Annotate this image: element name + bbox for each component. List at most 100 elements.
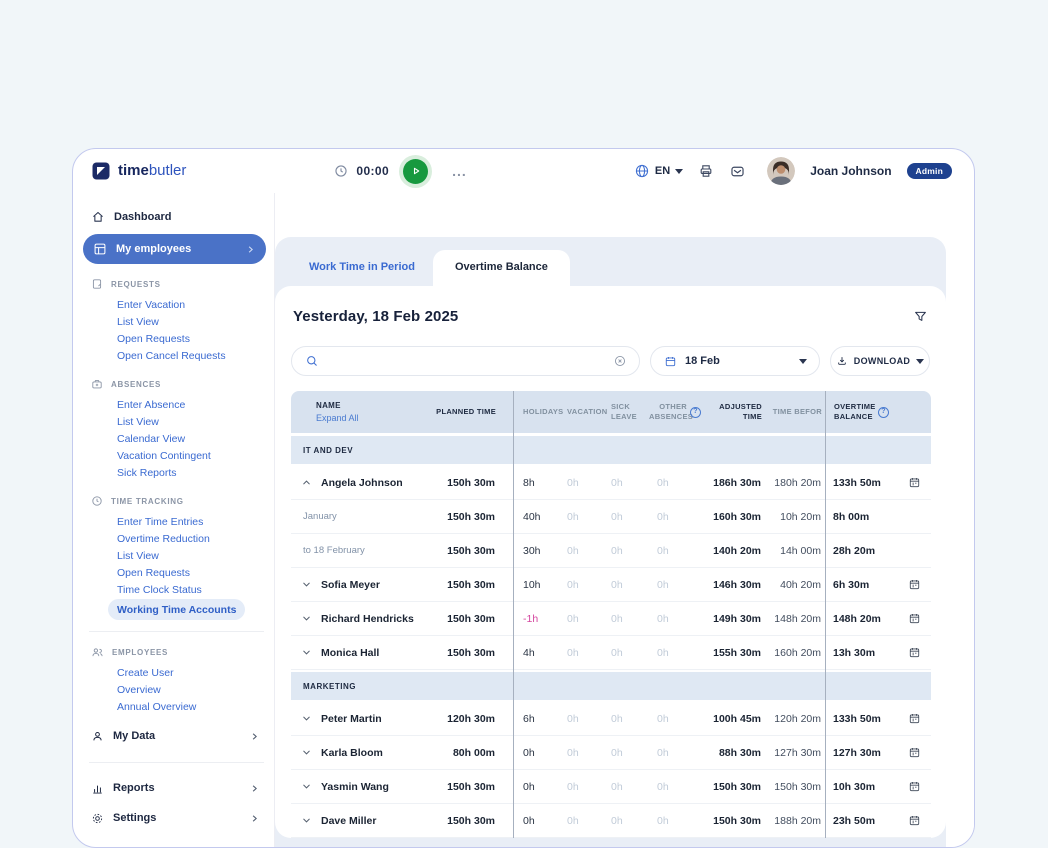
tab-overtime-balance[interactable]: Overtime Balance <box>432 250 570 286</box>
expand-row-icon[interactable] <box>291 579 321 590</box>
cell-other-absences: 0h <box>657 814 669 827</box>
table-row[interactable]: Yasmin Wang 150h 30m 0h 0h 0h 0h 150h 30m 150h … <box>291 770 931 804</box>
row-calendar-button[interactable] <box>897 646 931 659</box>
sidebar-item-enter-vacation[interactable]: Enter Vacation <box>117 298 186 311</box>
cell-planned-time: 150h 30m <box>447 612 495 625</box>
sidebar-group-time-tracking: TIME TRACKING Enter Time Entries Overtime … <box>91 492 260 620</box>
cell-vacation: 0h <box>567 814 579 827</box>
help-icon[interactable]: ? <box>878 406 889 418</box>
sidebar-item-create-user[interactable]: Create User <box>117 666 174 679</box>
row-calendar-button[interactable] <box>897 612 931 625</box>
cell-holidays: -1h <box>523 612 539 625</box>
cell-overtime-balance: 133h 50m <box>833 712 881 725</box>
expand-row-icon[interactable] <box>291 647 321 658</box>
expand-row-icon[interactable] <box>291 815 321 826</box>
row-calendar-button[interactable] <box>897 780 931 793</box>
sidebar-group-requests: REQUESTS Enter Vacation List View Open Requ… <box>91 275 260 364</box>
cell-time-before: 188h 20m <box>774 814 821 827</box>
cell-sick-leave: 0h <box>611 510 623 523</box>
tab-work-time-in-period[interactable]: Work Time in Period <box>309 261 415 273</box>
cell-vacation: 0h <box>567 746 579 759</box>
sidebar-group-header: REQUESTS <box>91 275 260 293</box>
timer-start-button[interactable] <box>403 158 429 184</box>
row-calendar-button[interactable] <box>897 476 931 489</box>
table-row[interactable]: Monica Hall 150h 30m 4h 0h 0h 0h 155h 30m 160h … <box>291 636 931 670</box>
sidebar: Dashboard My employees REQUESTS Enter Vac… <box>73 193 275 847</box>
sidebar-group-employees: EMPLOYEES Create User Overview Annual Overv… <box>91 643 260 715</box>
table-row[interactable]: Peter Martin 120h 30m 6h 0h 0h 0h 100h 45m 120h… <box>291 702 931 736</box>
sidebar-item-dashboard[interactable]: Dashboard <box>91 203 260 231</box>
table-row[interactable]: Dave Miller 150h 30m 0h 0h 0h 0h 150h 30m 188h … <box>291 804 931 838</box>
expand-row-icon[interactable] <box>291 747 321 758</box>
sidebar-item-list-view[interactable]: List View <box>117 549 159 562</box>
sidebar-item-list-view[interactable]: List View <box>117 315 159 328</box>
date-select[interactable]: 18 Feb <box>650 346 820 376</box>
sidebar-item-settings[interactable]: Settings <box>91 803 260 833</box>
cell-sick-leave: 0h <box>611 544 623 557</box>
subrow-label: to 18 February <box>303 545 365 556</box>
sidebar-item-list-view[interactable]: List View <box>117 415 159 428</box>
sidebar-item-vacation-contingent[interactable]: Vacation Contingent <box>117 449 211 462</box>
mail-icon <box>731 166 744 176</box>
sidebar-item-open-requests[interactable]: Open Requests <box>117 566 190 579</box>
sidebar-item-enter-time-entries[interactable]: Enter Time Entries <box>117 515 204 528</box>
row-calendar-button[interactable] <box>897 814 931 827</box>
table-row[interactable]: Richard Hendricks 150h 30m -1h 0h 0h 0h 149h 3… <box>291 602 931 636</box>
row-calendar-button[interactable] <box>897 578 931 591</box>
cell-time-before: 14h 00m <box>780 544 821 557</box>
search-input[interactable] <box>328 354 613 368</box>
download-icon <box>838 357 846 365</box>
cell-vacation: 0h <box>567 712 579 725</box>
row-calendar-button[interactable] <box>897 746 931 759</box>
cell-planned-time: 150h 30m <box>447 578 495 591</box>
sidebar-item-my-data[interactable]: My Data <box>91 721 260 751</box>
sidebar-group-absences: ABSENCES Enter Absence List View Calendar V… <box>91 375 260 481</box>
row-calendar-button[interactable] <box>897 712 931 725</box>
expand-row-icon[interactable] <box>291 781 321 792</box>
sidebar-item-overtime-reduction[interactable]: Overtime Reduction <box>117 532 210 545</box>
sidebar-item-working-time-accounts[interactable]: Working Time Accounts <box>108 599 246 620</box>
sidebar-item-enter-absence[interactable]: Enter Absence <box>117 398 186 411</box>
sidebar-item-overview[interactable]: Overview <box>117 683 161 696</box>
cell-overtime-balance: 8h 00m <box>833 510 870 523</box>
avatar[interactable] <box>767 157 796 185</box>
filter-button[interactable] <box>913 309 928 324</box>
sidebar-item-time-clock-status[interactable]: Time Clock Status <box>117 583 202 596</box>
table-row[interactable]: Sofia Meyer 150h 30m 10h 0h 0h 0h 146h 30m 40h … <box>291 568 931 602</box>
cell-planned-time: 150h 30m <box>447 814 495 827</box>
cell-adjusted-time: 150h 30m <box>713 780 761 793</box>
table-row[interactable]: Karla Bloom 80h 00m 0h 0h 0h 0h 88h 30m 127h 30… <box>291 736 931 770</box>
cell-adjusted-time: 186h 30m <box>713 476 761 489</box>
main-area: Work Time in Period Overtime Balance Yes… <box>275 193 974 847</box>
download-button[interactable]: DOWNLOAD <box>830 346 930 376</box>
print-button[interactable] <box>698 163 714 179</box>
help-icon[interactable]: ? <box>690 406 701 418</box>
cell-vacation: 0h <box>567 544 579 557</box>
header-overtime-balance: OVERTIME BALANCE ? <box>825 402 931 422</box>
expand-row-icon[interactable] <box>291 713 321 724</box>
table-row[interactable]: Angela Johnson 150h 30m 8h 0h 0h 0h 186h 30m 18… <box>291 466 931 500</box>
timer-more-menu[interactable]: ... <box>452 163 467 179</box>
sidebar-item-calendar-view[interactable]: Calendar View <box>117 432 186 445</box>
sidebar-item-my-employees[interactable]: My employees <box>83 234 266 264</box>
cell-sick-leave: 0h <box>611 646 623 659</box>
cell-holidays: 6h <box>523 712 535 725</box>
expand-row-icon[interactable] <box>291 613 321 624</box>
sidebar-item-open-requests[interactable]: Open Requests <box>117 332 190 345</box>
cell-sick-leave: 0h <box>611 814 623 827</box>
expand-all-link[interactable]: Expand All <box>316 413 359 423</box>
language-selector[interactable]: EN <box>634 163 684 179</box>
cell-time-before: 10h 20m <box>780 510 821 523</box>
collapse-row-icon[interactable] <box>291 477 321 488</box>
app-logo: timebutler <box>91 161 186 181</box>
sidebar-item-sick-reports[interactable]: Sick Reports <box>117 466 177 479</box>
employee-name: Monica Hall <box>321 646 380 659</box>
cell-holidays: 0h <box>523 814 535 827</box>
employee-name: Karla Bloom <box>321 746 383 759</box>
clear-search-icon[interactable] <box>613 354 627 368</box>
sidebar-item-open-cancel-requests[interactable]: Open Cancel Requests <box>117 349 226 362</box>
section-row-marketing: MARKETING <box>291 672 931 700</box>
sidebar-item-annual-overview[interactable]: Annual Overview <box>117 700 197 713</box>
sidebar-item-reports[interactable]: Reports <box>91 773 260 803</box>
messages-button[interactable] <box>729 163 746 180</box>
